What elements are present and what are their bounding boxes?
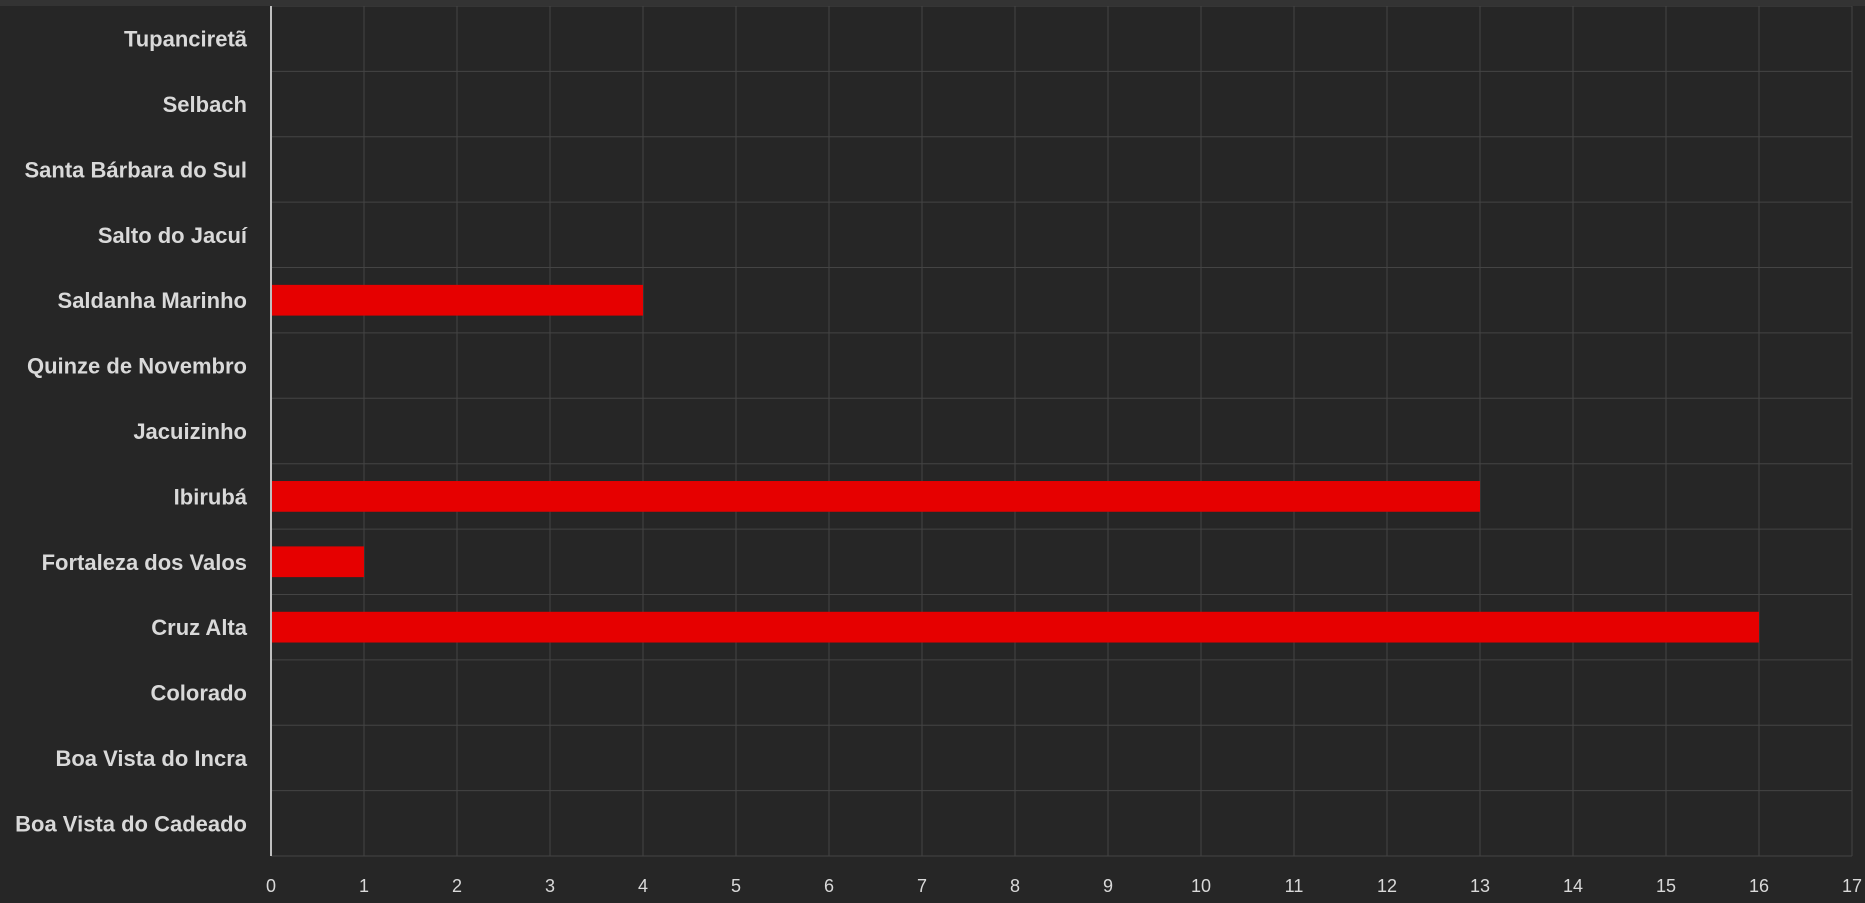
x-tick-label: 4 bbox=[638, 876, 648, 896]
category-label: Boa Vista do Incra bbox=[55, 746, 247, 771]
x-tick-label: 13 bbox=[1470, 876, 1490, 896]
bar-layer bbox=[271, 284, 1759, 643]
bar bbox=[271, 611, 1759, 643]
x-tick-label: 10 bbox=[1191, 876, 1211, 896]
x-tick-label: 15 bbox=[1656, 876, 1676, 896]
x-tick-label: 6 bbox=[824, 876, 834, 896]
category-label: Santa Bárbara do Sul bbox=[24, 157, 247, 182]
grid-layer bbox=[271, 5, 1853, 857]
category-label: Tupanciretã bbox=[124, 27, 248, 52]
x-tick-label: 12 bbox=[1377, 876, 1397, 896]
category-label: Fortaleza dos Valos bbox=[42, 550, 247, 575]
x-tick-label: 14 bbox=[1563, 876, 1583, 896]
x-tick-label: 5 bbox=[731, 876, 741, 896]
x-tick-label: 2 bbox=[452, 876, 462, 896]
category-label: Jacuizinho bbox=[133, 419, 247, 444]
x-tick-label: 9 bbox=[1103, 876, 1113, 896]
x-tick-label: 17 bbox=[1842, 876, 1862, 896]
category-label: Colorado bbox=[150, 681, 247, 706]
bar bbox=[271, 546, 364, 578]
bar bbox=[271, 481, 1480, 512]
category-label: Quinze de Novembro bbox=[27, 354, 247, 379]
bar bbox=[271, 284, 643, 316]
x-tick-label: 3 bbox=[545, 876, 555, 896]
x-tick-label: 16 bbox=[1749, 876, 1769, 896]
label-layer: Tupanciretã Selbach Santa Bárbara do Sul Sa… bbox=[15, 27, 1862, 896]
category-label: Boa Vista do Cadeado bbox=[15, 811, 247, 836]
x-tick-label: 7 bbox=[917, 876, 927, 896]
x-tick-label: 8 bbox=[1010, 876, 1020, 896]
category-label: Cruz Alta bbox=[151, 615, 248, 640]
x-tick-label: 0 bbox=[266, 876, 276, 896]
category-label: Ibirubá bbox=[174, 484, 248, 509]
category-label: Salto do Jacuí bbox=[98, 223, 248, 248]
category-label: Saldanha Marinho bbox=[58, 288, 247, 313]
category-label: Selbach bbox=[163, 92, 247, 117]
x-tick-label: 11 bbox=[1285, 876, 1304, 896]
x-tick-label: 1 bbox=[359, 876, 369, 896]
